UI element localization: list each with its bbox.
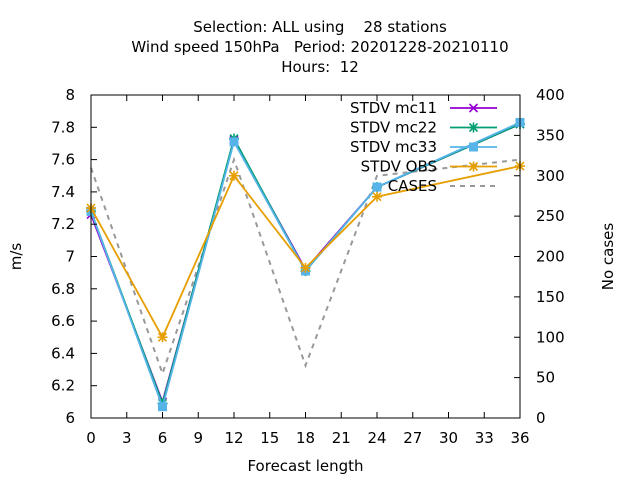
y2-tick-label: 150 — [536, 288, 565, 306]
y2-axis-label: No cases — [599, 223, 617, 291]
legend-label-stdv-mc33: STDV mc33 — [350, 138, 437, 156]
y2-tick-label: 350 — [536, 126, 565, 144]
x-tick-label: 30 — [439, 429, 458, 447]
x-tick-label: 3 — [122, 429, 132, 447]
y2-tick-label: 50 — [536, 369, 555, 387]
y-tick-label: 7.2 — [51, 215, 75, 233]
chart-title-line-2: Wind speed 150hPa Period: 20201228-20210… — [131, 38, 509, 56]
data-point-stdv-obs — [372, 191, 382, 202]
data-point-stdv-obs — [300, 262, 311, 273]
series-line-cases — [90, 156, 521, 377]
chart-title-line-1: Selection: ALL using 28 stations — [193, 18, 447, 36]
y2-tick-label: 250 — [536, 207, 565, 225]
y-tick-label: 6.6 — [51, 312, 75, 330]
x-tick-label: 18 — [296, 429, 315, 447]
legend-label-cases: CASES — [388, 177, 437, 195]
legend-label-stdv-obs: STDV OBS — [361, 158, 437, 176]
legend-marker-stdv-mc22 — [468, 122, 479, 133]
x-tick-label: 33 — [475, 429, 494, 447]
y-tick-label: 8 — [65, 86, 75, 104]
x-tick-label: 15 — [260, 429, 279, 447]
data-point-stdv-obs — [157, 332, 168, 343]
data-point-stdv-mc33 — [158, 402, 167, 412]
data-point-stdv-mc33 — [229, 137, 239, 147]
x-tick-label: 12 — [224, 429, 243, 447]
y-tick-label: 7 — [65, 248, 75, 266]
y-tick-label: 6.8 — [51, 280, 75, 298]
y-tick-label: 6.2 — [51, 377, 75, 395]
y-tick-label: 6 — [65, 409, 75, 427]
y2-tick-label: 0 — [536, 409, 546, 427]
y-axis-label: m/s — [7, 243, 25, 271]
legend-marker-stdv-mc33 — [469, 142, 478, 152]
x-tick-label: 27 — [403, 429, 422, 447]
data-point-stdv-obs — [229, 170, 239, 181]
y-tick-label: 7.6 — [51, 151, 75, 169]
chart-title-line-3: Hours: 12 — [281, 58, 359, 76]
x-tick-label: 36 — [510, 429, 529, 447]
legend-marker-stdv-mc11 — [468, 103, 479, 113]
x-tick-label: 9 — [193, 429, 203, 447]
x-tick-label: 6 — [158, 429, 168, 447]
y-tick-label: 6.4 — [51, 344, 75, 362]
y-tick-label: 7.8 — [51, 118, 75, 136]
legend-label-stdv-mc22: STDV mc22 — [350, 119, 437, 137]
y2-tick-label: 100 — [536, 328, 565, 346]
data-point-stdv-mc33 — [372, 182, 382, 192]
legend-marker-stdv-obs — [468, 161, 479, 172]
y2-tick-label: 400 — [536, 86, 565, 104]
y2-tick-label: 300 — [536, 167, 565, 185]
x-tick-label: 24 — [367, 429, 386, 447]
y2-tick-label: 200 — [536, 248, 565, 266]
plot-frame — [90, 94, 521, 419]
x-tick-label: 21 — [332, 429, 351, 447]
y-tick-label: 7.4 — [51, 183, 75, 201]
series-line-stdv-obs — [90, 165, 521, 340]
series-line-stdv-mc33 — [90, 121, 521, 410]
x-tick-label: 0 — [86, 429, 96, 447]
x-axis-label: Forecast length — [247, 457, 363, 475]
legend-label-stdv-mc11: STDV mc11 — [350, 99, 437, 117]
